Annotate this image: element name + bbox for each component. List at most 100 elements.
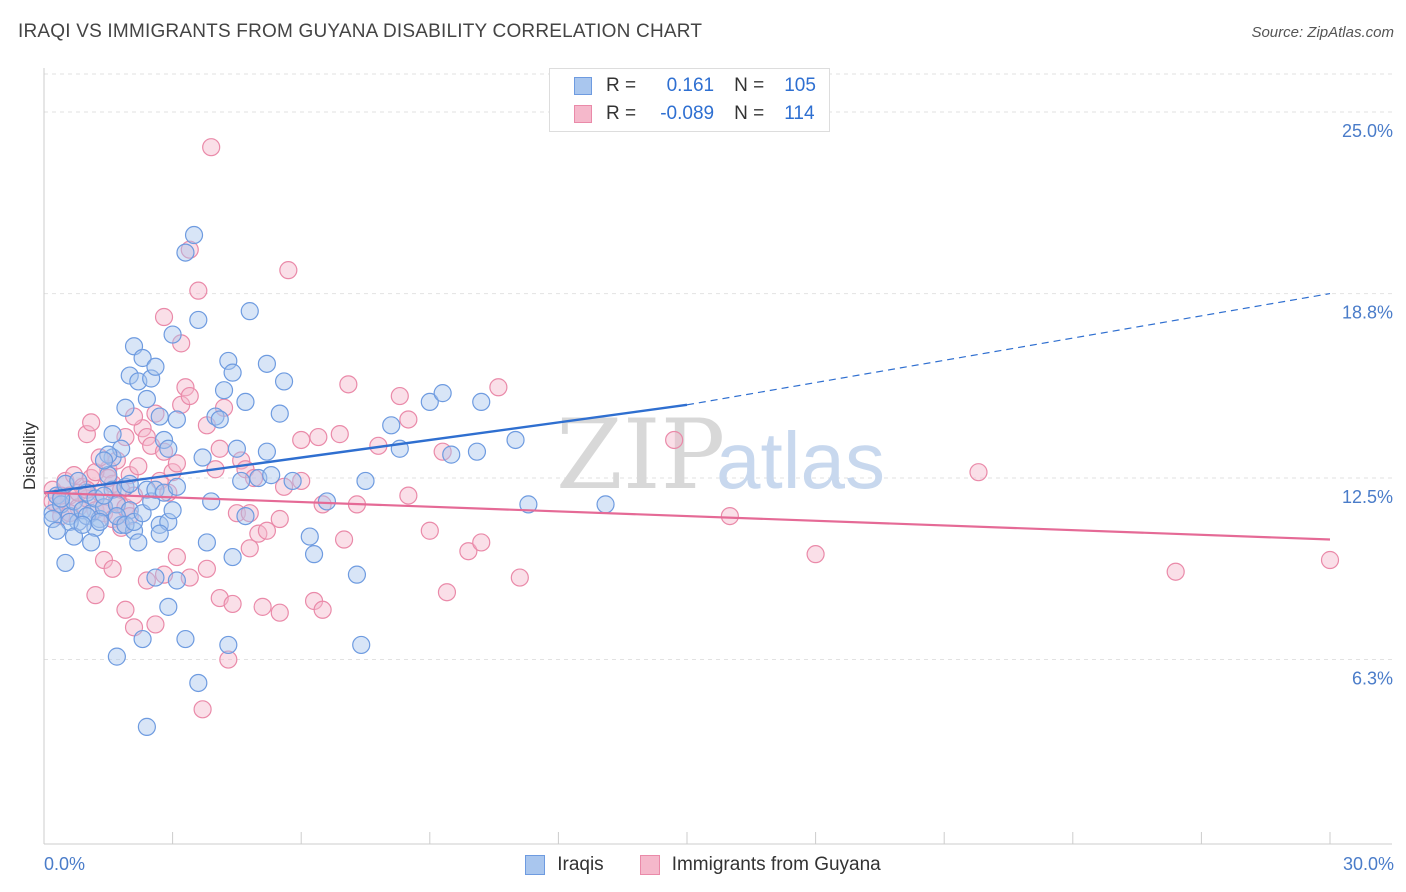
guyana-point: [279, 261, 298, 280]
guyana-point: [720, 506, 739, 526]
iraqi-point: [150, 524, 169, 543]
iraqi-point: [274, 372, 294, 391]
guyana-trend-line: [43, 491, 1331, 541]
guyana-point: [253, 597, 272, 616]
iraqi-point: [193, 448, 212, 467]
iraqi-point: [167, 410, 186, 429]
legend-swatch-blue: [525, 855, 546, 875]
stats-r-label: R =: [606, 75, 637, 96]
iraqi-point: [129, 533, 148, 552]
guyana-point: [146, 615, 165, 634]
guyana-point: [489, 378, 508, 397]
guyana-point: [437, 583, 457, 602]
stats-box: R = 0.161 N = 105 R = -0.089 N = 114: [549, 68, 830, 132]
iraqi-point: [150, 407, 169, 426]
guyana-point: [334, 530, 354, 549]
guyana-point: [270, 603, 289, 622]
iraqi-point: [214, 381, 234, 400]
guyana-point: [129, 457, 148, 476]
guyana-point: [399, 410, 418, 429]
iraqi-point: [133, 348, 152, 368]
guyana-point: [219, 650, 238, 669]
stats-swatch-blue: [574, 77, 592, 95]
iraqi-point: [69, 471, 88, 491]
iraqi-point: [133, 629, 152, 649]
guyana-point: [390, 386, 409, 406]
legend-label: Iraqis: [557, 854, 604, 875]
iraqi-point: [56, 553, 75, 573]
iraqi-point: [137, 717, 156, 736]
stats-n-value: 114: [784, 103, 815, 124]
iraqi-point: [167, 571, 186, 590]
guyana-point: [176, 378, 195, 397]
x-tick-label: 30.0%: [1343, 854, 1394, 874]
iraqi-point: [43, 509, 62, 529]
iraqi-point: [176, 243, 195, 262]
stats-swatch-pink: [574, 105, 592, 123]
guyana-point: [210, 439, 229, 458]
guyana-point: [399, 486, 418, 505]
iraqi-point: [210, 410, 229, 429]
stats-r-value: 0.161: [666, 75, 715, 96]
guyana-point: [137, 427, 156, 447]
iraqi-point: [317, 492, 337, 511]
y-axis-label: Disability: [20, 421, 39, 490]
iraqi-point: [163, 325, 182, 344]
watermark: ZIP atlas: [556, 399, 885, 511]
iraqi-point: [270, 404, 289, 423]
iraqi-point: [176, 629, 195, 649]
guyana-point: [472, 533, 491, 552]
guyana-point: [116, 600, 135, 619]
iraqi-point: [223, 363, 242, 382]
iraqi-point: [596, 495, 615, 514]
iraqi-point: [219, 351, 238, 371]
iraqi-point: [163, 501, 182, 520]
iraqi-point: [472, 392, 491, 412]
iraqi-point: [82, 533, 101, 552]
stats-n-value: 105: [784, 75, 816, 96]
iraqi-point: [107, 647, 126, 666]
guyana-point: [180, 386, 199, 406]
y-tick-label: 18.8%: [1342, 303, 1393, 323]
iraqi-point: [257, 442, 277, 461]
guyana-point: [197, 559, 216, 578]
iraqi-point: [90, 512, 109, 532]
iraqi-point: [146, 357, 165, 376]
legend-swatch-pink: [639, 855, 660, 875]
legend-label: Immigrants from Guyana: [671, 854, 881, 875]
guyana-point: [103, 559, 122, 578]
guyana-point: [292, 430, 311, 450]
iraqi-point: [159, 439, 178, 458]
iraqi-point: [519, 495, 538, 514]
guyana-point: [240, 539, 259, 558]
guyana-point: [330, 425, 349, 444]
axes: [43, 68, 1392, 845]
guyana-point: [1320, 550, 1340, 570]
iraqi-point: [146, 568, 165, 587]
iraqi-point: [352, 635, 371, 655]
iraqi-point: [103, 425, 122, 444]
guyana-point: [510, 568, 529, 587]
iraqi-point: [356, 471, 375, 491]
stats-row-guyana: R = -0.089 N = 114: [574, 101, 815, 127]
iraqi-point: [300, 527, 319, 546]
iraqi-point: [142, 369, 161, 388]
legend-item-iraqis[interactable]: Iraqis: [525, 854, 604, 876]
iraqi-point: [189, 673, 208, 693]
x-tick-label: 0.0%: [44, 854, 85, 874]
guyana-points: [43, 138, 1340, 719]
guyana-point: [309, 427, 328, 447]
guyana-point: [665, 430, 684, 450]
iraqi-point: [223, 547, 242, 567]
stats-n-label: N =: [734, 103, 765, 124]
legend-item-guyana[interactable]: Immigrants from Guyana: [639, 854, 881, 876]
stats-r-label: R =: [606, 103, 637, 124]
guyana-point: [270, 509, 289, 529]
watermark-zip: ZIP: [556, 399, 725, 511]
iraqi-point: [236, 506, 255, 526]
guyana-point: [77, 425, 96, 444]
iraqi-point: [232, 471, 251, 491]
guyana-point: [202, 138, 221, 157]
iraqi-point: [47, 521, 66, 540]
iraqi-point: [197, 533, 216, 552]
